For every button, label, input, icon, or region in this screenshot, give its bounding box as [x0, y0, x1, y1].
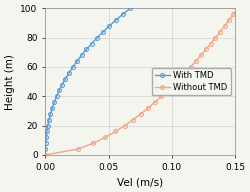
With TMD [48, 119, 50, 121]
With TMD [102, 31, 104, 33]
Without TMD [189, 66, 192, 68]
With TMD [71, 66, 74, 68]
Without TMD [166, 89, 169, 92]
Without TMD [76, 148, 80, 150]
Without TMD [236, 7, 239, 10]
With TMD [61, 84, 64, 86]
Without TMD [178, 78, 181, 80]
Line: Without TMD: Without TMD [43, 6, 239, 157]
Y-axis label: Height (m): Height (m) [5, 54, 15, 110]
X-axis label: Vel (m/s): Vel (m/s) [117, 177, 163, 187]
With TMD [96, 36, 99, 39]
Without TMD [123, 124, 126, 127]
With TMD [55, 95, 58, 98]
Without TMD [154, 101, 156, 103]
Without TMD [172, 84, 175, 86]
Without TMD [92, 142, 95, 144]
With TMD [80, 54, 83, 56]
With TMD [90, 42, 93, 45]
Without TMD [184, 72, 186, 74]
With TMD [45, 130, 48, 133]
With TMD [121, 13, 124, 15]
Without TMD [139, 113, 142, 115]
Without TMD [132, 119, 134, 121]
Without TMD [204, 48, 207, 50]
Without TMD [199, 54, 202, 56]
With TMD [46, 124, 49, 127]
With TMD [68, 72, 70, 74]
Without TMD [218, 31, 222, 33]
Without TMD [232, 13, 235, 15]
With TMD [44, 136, 48, 138]
With TMD [64, 78, 67, 80]
Without TMD [223, 25, 226, 27]
Without TMD [114, 130, 117, 133]
With TMD [49, 113, 52, 115]
Legend: With TMD, Without TMD: With TMD, Without TMD [152, 68, 231, 95]
With TMD [53, 101, 56, 103]
With TMD [51, 107, 54, 109]
With TMD [108, 25, 111, 27]
With TMD [114, 19, 117, 21]
With TMD [76, 60, 78, 62]
With TMD [85, 48, 88, 50]
Without TMD [160, 95, 163, 98]
Line: With TMD: With TMD [43, 6, 132, 157]
Without TMD [146, 107, 150, 109]
Without TMD [44, 154, 47, 156]
With TMD [128, 7, 132, 10]
Without TMD [214, 36, 217, 39]
Without TMD [104, 136, 107, 138]
With TMD [58, 89, 61, 92]
Without TMD [209, 42, 212, 45]
Without TMD [194, 60, 197, 62]
With TMD [44, 142, 47, 144]
Without TMD [228, 19, 230, 21]
With TMD [44, 154, 47, 156]
With TMD [44, 148, 47, 150]
